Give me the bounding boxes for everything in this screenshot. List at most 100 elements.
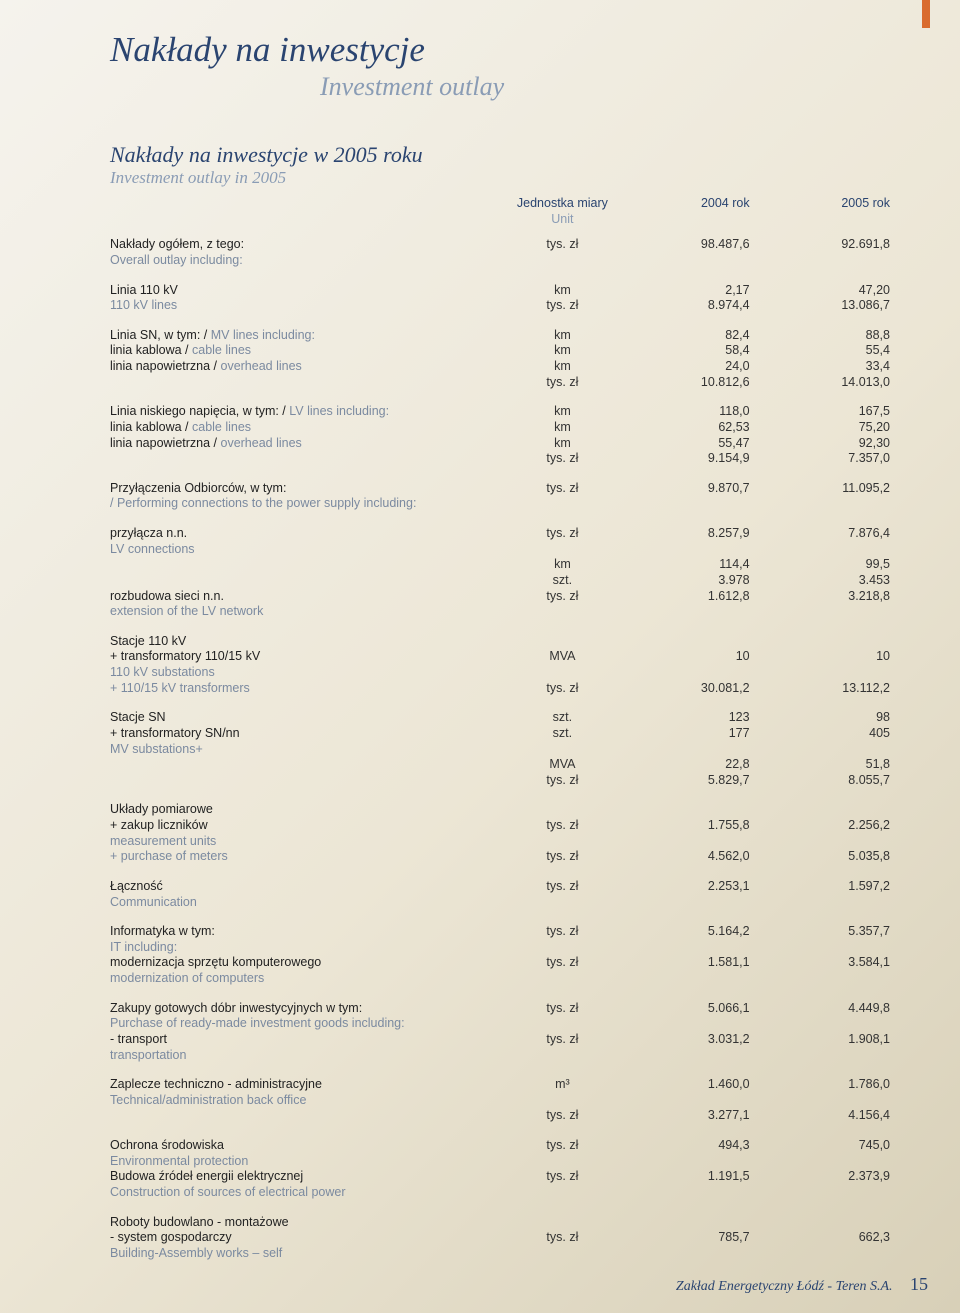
table-row: szt.3.9783.453 [110, 573, 890, 589]
table-row: Linia niskiego napięcia, w tym: / LV lin… [110, 404, 890, 420]
table-row: + transformatory 110/15 kV110 kV substat… [110, 649, 890, 680]
row-label-en: + purchase of meters [110, 849, 228, 863]
table-row: przyłącza n.n.LV connectionstys. zł8.257… [110, 526, 890, 557]
row-val-2005: 99,5 [750, 557, 890, 573]
row-val-2005 [750, 802, 890, 818]
row-val-2005: 47,2013.086,7 [750, 283, 890, 314]
table-row: Budowa źródeł energii elektrycznejConstr… [110, 1169, 890, 1200]
row-val-2005: 55,4 [750, 343, 890, 359]
row-label-en: cable lines [189, 420, 252, 434]
row-label-pl: przyłącza n.n. [110, 526, 187, 540]
row-label-en: 110 kV substations [110, 665, 215, 679]
row-unit: tys. zł [516, 589, 610, 620]
row-val-2005: 13.112,2 [750, 681, 890, 697]
row-val-2004: 98.487,6 [609, 237, 749, 268]
row-val-2005: 1.597,2 [750, 879, 890, 910]
row-label-pl: - transport [110, 1032, 167, 1046]
hdr-unit-en: Unit [551, 212, 573, 226]
table-row: MVA22,851,8 [110, 757, 890, 773]
row-val-2004: 1.755,8 [609, 818, 749, 849]
row-label-pl: linia kablowa / [110, 420, 189, 434]
row-unit: tys. zł [516, 818, 610, 849]
table-row: Nakłady ogółem, z tego:Overall outlay in… [110, 237, 890, 268]
outlay-table: Jednostka miary Unit 2004 rok 2005 rok N… [110, 196, 890, 1261]
row-val-2004: 1.612,8 [609, 589, 749, 620]
row-val-2005: 3.584,1 [750, 955, 890, 986]
row-unit: km [516, 436, 610, 452]
row-val-2004: 5.066,1 [609, 1001, 749, 1032]
row-label-en: overhead lines [217, 359, 302, 373]
row-unit: tys. zł [516, 1230, 610, 1261]
row-label-en: IT including: [110, 940, 177, 954]
accent-bar [922, 0, 930, 28]
table-row: + zakup licznikówmeasurement unitstys. z… [110, 818, 890, 849]
row-gap [110, 390, 890, 404]
row-unit: tys. zł [516, 451, 610, 467]
footer-company: Zakład Energetyczny Łódź - Teren S.A. [676, 1279, 893, 1294]
table-row: + purchase of meterstys. zł4.562,05.035,… [110, 849, 890, 865]
row-label-pl: linia napowietrzna / [110, 359, 217, 373]
table-header: Jednostka miary Unit 2004 rok 2005 rok [110, 196, 890, 237]
row-unit: km [516, 557, 610, 573]
row-val-2005: 75,20 [750, 420, 890, 436]
row-unit: tys. zł [516, 237, 610, 268]
row-gap [110, 865, 890, 879]
row-val-2004: 55,47 [609, 436, 749, 452]
row-val-2004: 2.253,1 [609, 879, 749, 910]
row-label-en: LV connections [110, 542, 195, 556]
row-label-pl: Ochrona środowiska [110, 1138, 224, 1152]
row-label-pl: Roboty budowlano - montażowe [110, 1215, 289, 1229]
row-label-pl: Stacje SN [110, 710, 166, 724]
row-val-2004: 118,0 [609, 404, 749, 420]
row-val-2005: 5.035,8 [750, 849, 890, 865]
row-label-en: Overall outlay including: [110, 253, 243, 267]
row-label-pl: Zakupy gotowych dóbr inwestycyjnych w ty… [110, 1001, 362, 1015]
row-gap [110, 467, 890, 481]
row-gap [110, 1201, 890, 1215]
row-label-en: Building-Assembly works – self [110, 1246, 282, 1260]
table-row: + transformatory SN/nnMV substations+szt… [110, 726, 890, 757]
row-val-2005: 5.357,7 [750, 924, 890, 955]
row-val-2004: 3.277,1 [609, 1108, 749, 1124]
row-val-2004: 24,0 [609, 359, 749, 375]
row-val-2004: 114,4 [609, 557, 749, 573]
row-label-en: overhead lines [217, 436, 302, 450]
row-label-pl: linia kablowa / [110, 343, 189, 357]
row-val-2005: 92.691,8 [750, 237, 890, 268]
row-val-2004: 785,7 [609, 1230, 749, 1261]
row-unit [516, 802, 610, 818]
row-label-pl: modernizacja sprzętu komputerowego [110, 955, 321, 969]
row-val-2004: 5.164,2 [609, 924, 749, 955]
row-unit: tys. zł [516, 879, 610, 910]
page-footer: Zakład Energetyczny Łódź - Teren S.A. 15 [676, 1274, 928, 1295]
row-label-en: / Performing connections to the power su… [110, 496, 416, 510]
row-label-en: Technical/administration back office [110, 1093, 306, 1107]
hdr-unit-pl: Jednostka miary [517, 196, 608, 210]
row-unit: m³ [516, 1077, 610, 1108]
table-row: linia napowietrzna / overhead lineskm24,… [110, 359, 890, 375]
table-row: ŁącznośćCommunicationtys. zł2.253,11.597… [110, 879, 890, 910]
row-unit: MVA [516, 757, 610, 773]
row-label-pl: Linia 110 kV [110, 283, 178, 297]
row-val-2004: 82,4 [609, 328, 749, 344]
row-val-2004: 62,53 [609, 420, 749, 436]
table-row: - transporttransportationtys. zł3.031,21… [110, 1032, 890, 1063]
row-label-en: modernization of computers [110, 971, 264, 985]
row-gap [110, 788, 890, 802]
row-val-2004: 1.460,0 [609, 1077, 749, 1108]
row-label-en: LV lines including: [286, 404, 389, 418]
row-gap [110, 910, 890, 924]
row-label-pl: Budowa źródeł energii elektrycznej [110, 1169, 303, 1183]
row-label-pl: + transformatory SN/nn [110, 726, 240, 740]
row-label-pl: Stacje 110 kV [110, 634, 186, 648]
row-gap [110, 1124, 890, 1138]
row-val-2004 [609, 634, 749, 650]
row-label-en: transportation [110, 1048, 186, 1062]
row-val-2004 [609, 1215, 749, 1231]
row-unit: km [516, 343, 610, 359]
row-val-2004: 2,178.974,4 [609, 283, 749, 314]
row-unit: tys. zł [516, 1108, 610, 1124]
page-title-en: Investment outlay [320, 72, 890, 102]
row-label-pl: linia napowietrzna / [110, 436, 217, 450]
row-val-2005 [750, 634, 890, 650]
